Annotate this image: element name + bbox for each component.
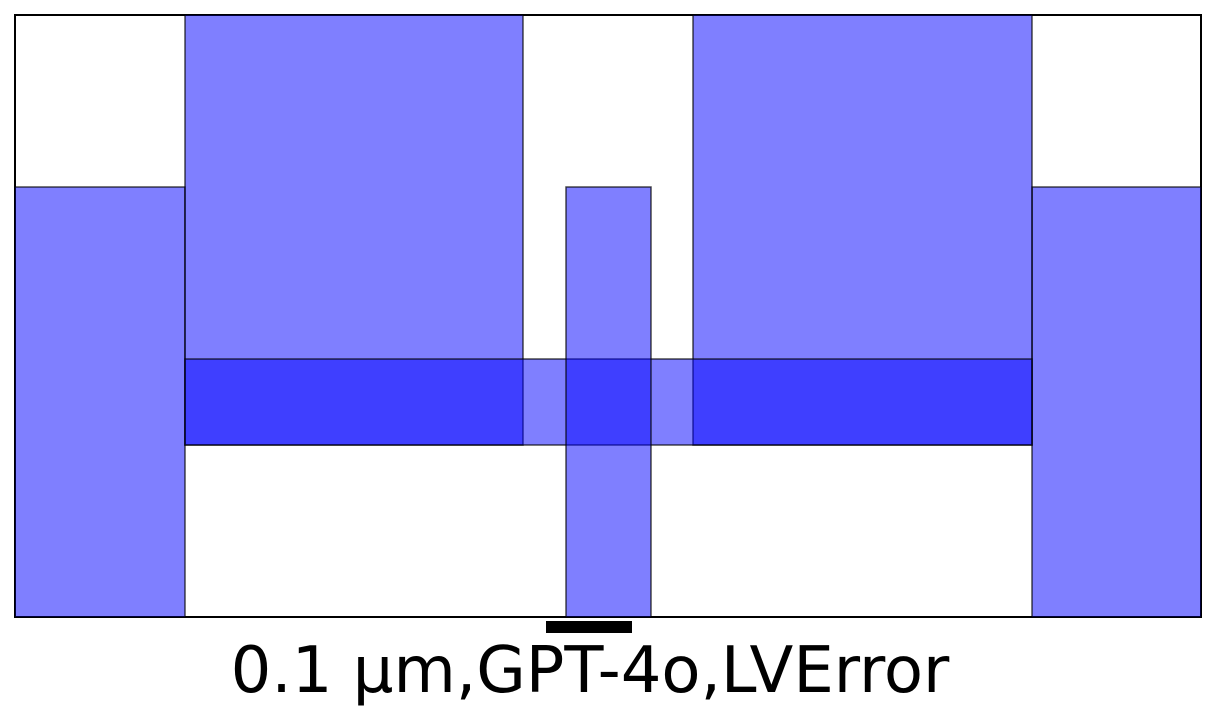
- left-outer-column: [14, 186, 186, 618]
- layout-shapes: [14, 14, 1202, 618]
- right-outer-column: [1031, 186, 1202, 618]
- caption-text: 0.1 µm,GPT-4o,LVError: [231, 634, 950, 708]
- center-vertical-finger: [565, 186, 652, 618]
- scale-bar: [546, 621, 632, 633]
